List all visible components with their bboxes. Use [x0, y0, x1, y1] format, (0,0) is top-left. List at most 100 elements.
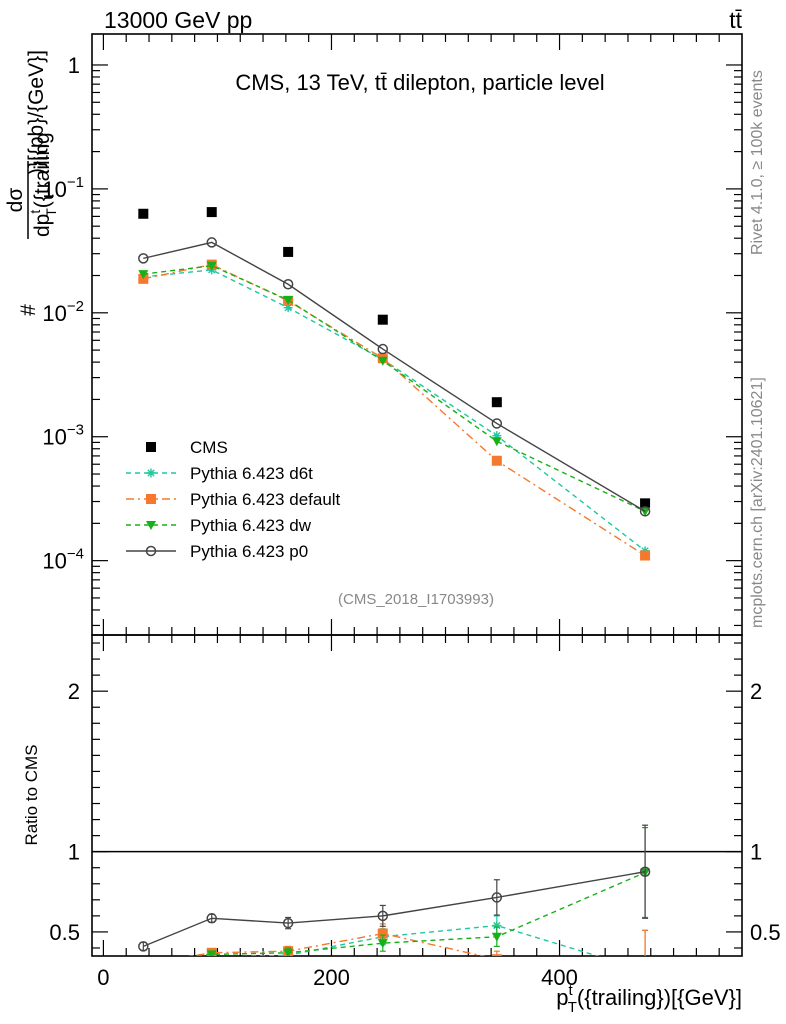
series-4-point-circle — [491, 418, 503, 429]
series-1-ratio-point-star — [641, 966, 650, 975]
series-2-ratio-point-square — [640, 965, 650, 975]
series-3-ratio-line — [187, 871, 646, 956]
series-1-ratio-line — [240, 924, 600, 956]
legend-entry-4-marker-circle — [145, 545, 157, 557]
series-2-ratio-line — [187, 932, 486, 956]
legend-entry-4-label: Pythia 6.423 p0 — [190, 542, 308, 561]
series-4-point — [206, 237, 217, 248]
series-4-ratio-point-circle — [491, 892, 503, 903]
series-3-ratio-point — [206, 950, 217, 956]
series-0-point — [377, 314, 388, 325]
series-1-point — [283, 303, 293, 313]
series-3-ratio-point-triangle — [283, 948, 294, 956]
series-4-ratio-point-circle — [138, 941, 149, 952]
series-3-point — [377, 356, 388, 366]
series-0-point-square — [377, 314, 388, 325]
rivet-label: Rivet 4.1.0, ≥ 100k events — [749, 70, 766, 255]
legend-entry-3: Pythia 6.423 dw — [126, 516, 312, 535]
legend-entry-4-marker — [145, 545, 157, 557]
ratio-y-tick-label-right: 2 — [750, 679, 762, 704]
legend-entry-1-label: Pythia 6.423 d6t — [190, 464, 313, 483]
series-4-ratio-point-circle — [206, 913, 217, 924]
series-4-ratio-point — [491, 892, 503, 903]
series-0-point-square — [640, 498, 651, 509]
series-3-ratio-point-triangle — [377, 939, 388, 949]
ratio-y-tick-label: 0.5 — [49, 920, 80, 945]
series-1-ratio-point-star — [492, 921, 502, 931]
ratio-y-tick-label: 1 — [68, 840, 80, 865]
x-tick-label: 400 — [541, 965, 578, 990]
analysis-id: (CMS_2018_I1703993) — [338, 591, 494, 608]
series-0-point — [640, 498, 651, 509]
series-3-line — [143, 264, 646, 512]
series-4-ratio-point — [377, 910, 389, 922]
legend-entry-3-label: Pythia 6.423 dw — [190, 516, 312, 535]
y-tick-label: 10−4 — [42, 546, 84, 574]
legend-entry-2-marker-square — [146, 494, 156, 504]
series-3-point — [206, 261, 217, 271]
series-1-ratio-point — [139, 958, 148, 967]
series-2-point — [491, 455, 502, 466]
ylabel-num: dσ — [4, 188, 27, 213]
series-4-ratio-point — [282, 917, 294, 929]
legend-entry-2-marker — [146, 494, 156, 504]
series-4-ratio-point — [639, 866, 651, 877]
series-4-ratio-point-circle — [282, 917, 294, 929]
series-0-point — [206, 207, 217, 218]
process-label: tt̄ — [729, 7, 742, 33]
series-3-ratio-point — [377, 939, 388, 949]
series-2-ratio-point — [640, 965, 650, 975]
series-2-ratio-point-square — [491, 954, 502, 956]
series-3-point-triangle — [138, 270, 149, 280]
y-tick-label: 10−3 — [42, 422, 84, 450]
y-tick-label: 1 — [68, 53, 80, 78]
series-2-point-square — [491, 455, 502, 466]
series-4-point — [377, 343, 389, 355]
series-4-point-circle — [282, 279, 294, 290]
series-3-ratio-point — [283, 948, 294, 956]
ylabel-tail: )}[{pb}/{GeV}] — [25, 50, 48, 175]
series-4-ratio-point-circle — [377, 910, 389, 922]
series-3-point-triangle — [491, 437, 502, 447]
series-1-ratio-point — [641, 966, 650, 975]
series-3-ratio-point-triangle — [491, 932, 502, 942]
series-2-point-square — [640, 550, 651, 561]
legend-entry-4: Pythia 6.423 p0 — [126, 542, 308, 561]
series-3-point — [138, 270, 149, 280]
series-1-ratio-point — [492, 921, 502, 931]
series-4-ratio-line — [143, 871, 646, 948]
ratio-y-tick-label-right: 0.5 — [750, 920, 781, 945]
series-2-ratio-point — [491, 954, 502, 956]
series-3-point-triangle — [283, 295, 294, 305]
legend-entry-0-marker-square — [146, 442, 156, 452]
legend-entry-2: Pythia 6.423 default — [126, 490, 341, 509]
series-4-point — [138, 253, 149, 264]
series-0-point-square — [206, 207, 217, 218]
series-0-point — [491, 397, 502, 408]
series-2-ratio-point-square — [138, 959, 148, 969]
series-1-point-star — [283, 303, 293, 313]
series-3-point — [491, 437, 502, 447]
series-2-point — [640, 550, 651, 561]
main-plot-series — [138, 207, 651, 561]
series-4-point — [639, 506, 651, 517]
series-2-ratio-point — [138, 959, 148, 969]
series-1-line — [143, 269, 646, 552]
x-tick-label: 200 — [313, 965, 350, 990]
series-1-point-star — [492, 431, 502, 441]
series-4-ratio-point — [138, 941, 149, 952]
series-4-point-circle — [377, 343, 389, 355]
series-3-point-triangle — [206, 261, 217, 271]
axes: 0 200 400 1 10−1 10−2 10−3 10−4 0.5 0.5 1 1 2 2 — [42, 34, 781, 990]
y-tick-label: 10−1 — [42, 174, 84, 202]
series-3-ratio-point — [138, 957, 148, 966]
series-4-ratio-point-circle — [639, 866, 651, 877]
x-tick-label: 0 — [97, 965, 109, 990]
y-tick-label: 10−2 — [42, 298, 84, 326]
series-0-point-square — [283, 246, 294, 257]
ratio-y-axis-label: Ratio to CMS — [22, 744, 41, 845]
ratio-plot-frame — [91, 634, 743, 957]
ratio-y-tick-label-right: 1 — [750, 840, 762, 865]
series-0-point-square — [138, 208, 149, 219]
